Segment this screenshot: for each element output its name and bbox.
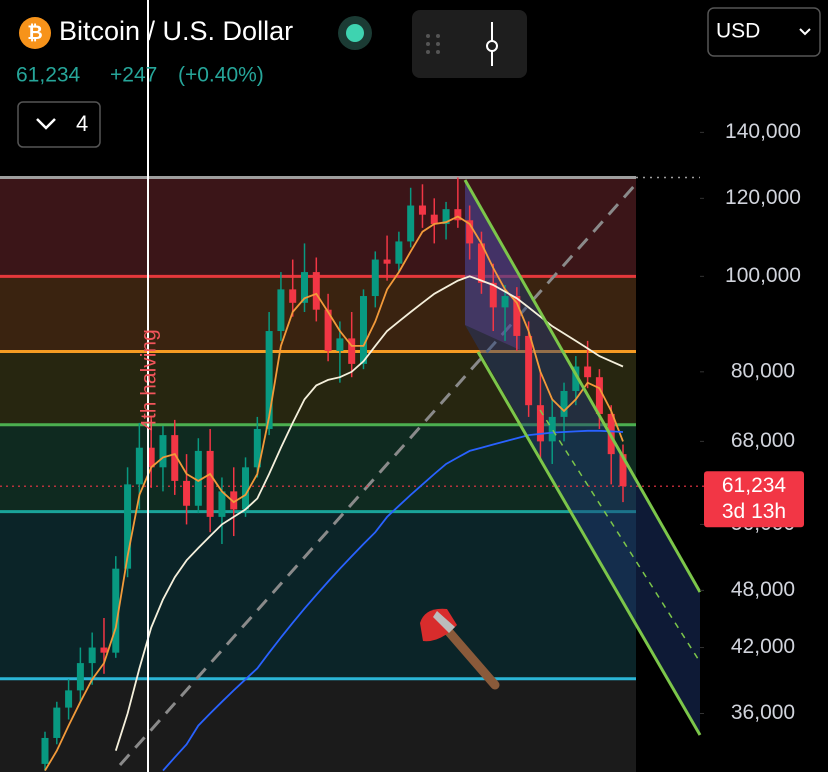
btc-symbol: ₿ [27, 23, 42, 44]
candle-body [88, 647, 96, 664]
trend-diagonal [118, 184, 637, 766]
candle-body [194, 450, 202, 506]
price-change-pct: (+0.40%) [178, 64, 264, 87]
select-chevron [799, 28, 811, 36]
candle-body [301, 272, 309, 303]
price-tag-value: 61,234 [722, 474, 787, 497]
candle-body [147, 447, 155, 468]
price-change: +247 [110, 64, 157, 87]
candle-body [454, 209, 462, 221]
candle-body [277, 289, 285, 332]
candle-body [65, 690, 73, 708]
candle-body [183, 480, 191, 506]
channel-mid [539, 409, 701, 663]
candle-body [595, 377, 603, 414]
moving-average [44, 215, 624, 772]
candle-body [407, 205, 415, 242]
price-tag-countdown: 3d 13h [722, 500, 786, 523]
candle-body [489, 282, 497, 308]
currency-label: USD [716, 20, 760, 43]
currency-select[interactable] [707, 7, 821, 57]
candle-body [348, 338, 356, 364]
candle-body [53, 707, 61, 738]
candle-body [560, 390, 568, 417]
candle-body [584, 366, 592, 378]
moving-average [114, 275, 624, 751]
candle-body [253, 428, 261, 468]
y-tick-label: 100,000 [725, 264, 801, 287]
candle-body [76, 663, 84, 691]
candle-body [100, 647, 108, 653]
indicators-toggle[interactable] [17, 101, 101, 148]
candle-body [289, 289, 297, 303]
halving-label: 4th halving [138, 329, 161, 431]
axe-icon [420, 608, 500, 690]
candle-body [383, 259, 391, 264]
y-tick-label: 140,000 [725, 120, 801, 143]
moving-average [162, 429, 624, 772]
candle-body [41, 737, 49, 764]
candle-body [501, 296, 509, 308]
candle-body [513, 296, 521, 336]
price-tag [704, 471, 804, 528]
symbol-title: Bitcoin / U.S. Dollar [59, 16, 293, 46]
candle-body [112, 568, 120, 653]
candle-body [324, 309, 332, 351]
btc-icon [19, 17, 51, 49]
indicator-count: 4 [76, 111, 88, 136]
candle-body [548, 416, 556, 442]
candle-body [336, 338, 344, 351]
level-band [0, 177, 636, 277]
chevron [36, 118, 56, 130]
candle-body [430, 214, 438, 225]
drag-handle [426, 34, 440, 54]
candle-body [206, 450, 214, 517]
candle-body [395, 241, 403, 264]
candle-body [466, 220, 474, 244]
candle-body [359, 296, 367, 364]
candle-body [442, 209, 450, 225]
candle-body [619, 454, 627, 487]
candle-body [171, 435, 179, 481]
candle-body [536, 405, 544, 442]
channel-upper [463, 179, 702, 593]
y-tick-label: 42,000 [731, 635, 795, 658]
price-axis: 36,00042,00048,00056,00068,00080,000100,… [700, 120, 804, 724]
y-tick-label: 120,000 [725, 186, 801, 209]
candle-body [312, 272, 320, 310]
status-dot [346, 24, 364, 42]
candle-body [572, 366, 580, 391]
candle-body [242, 467, 250, 510]
y-tick-label: 36,000 [731, 701, 795, 724]
y-tick-label: 80,000 [731, 359, 795, 382]
y-tick-label: 68,000 [731, 429, 795, 452]
last-price: 61,234 [16, 64, 81, 87]
candle-body [371, 259, 379, 297]
candle-body [124, 484, 132, 569]
candle-body [159, 435, 167, 468]
toolbar[interactable] [412, 10, 527, 78]
candle-body [135, 447, 143, 485]
candle-body [477, 243, 485, 283]
candle-body [230, 491, 238, 510]
level-band [0, 678, 636, 772]
tool-icon-knob [486, 40, 498, 52]
y-tick-label: 48,000 [731, 578, 795, 601]
channel-lower [476, 351, 702, 736]
candle-body [265, 331, 273, 429]
candle-body [525, 335, 533, 406]
candle-body [418, 205, 426, 215]
candle-body [218, 491, 226, 517]
